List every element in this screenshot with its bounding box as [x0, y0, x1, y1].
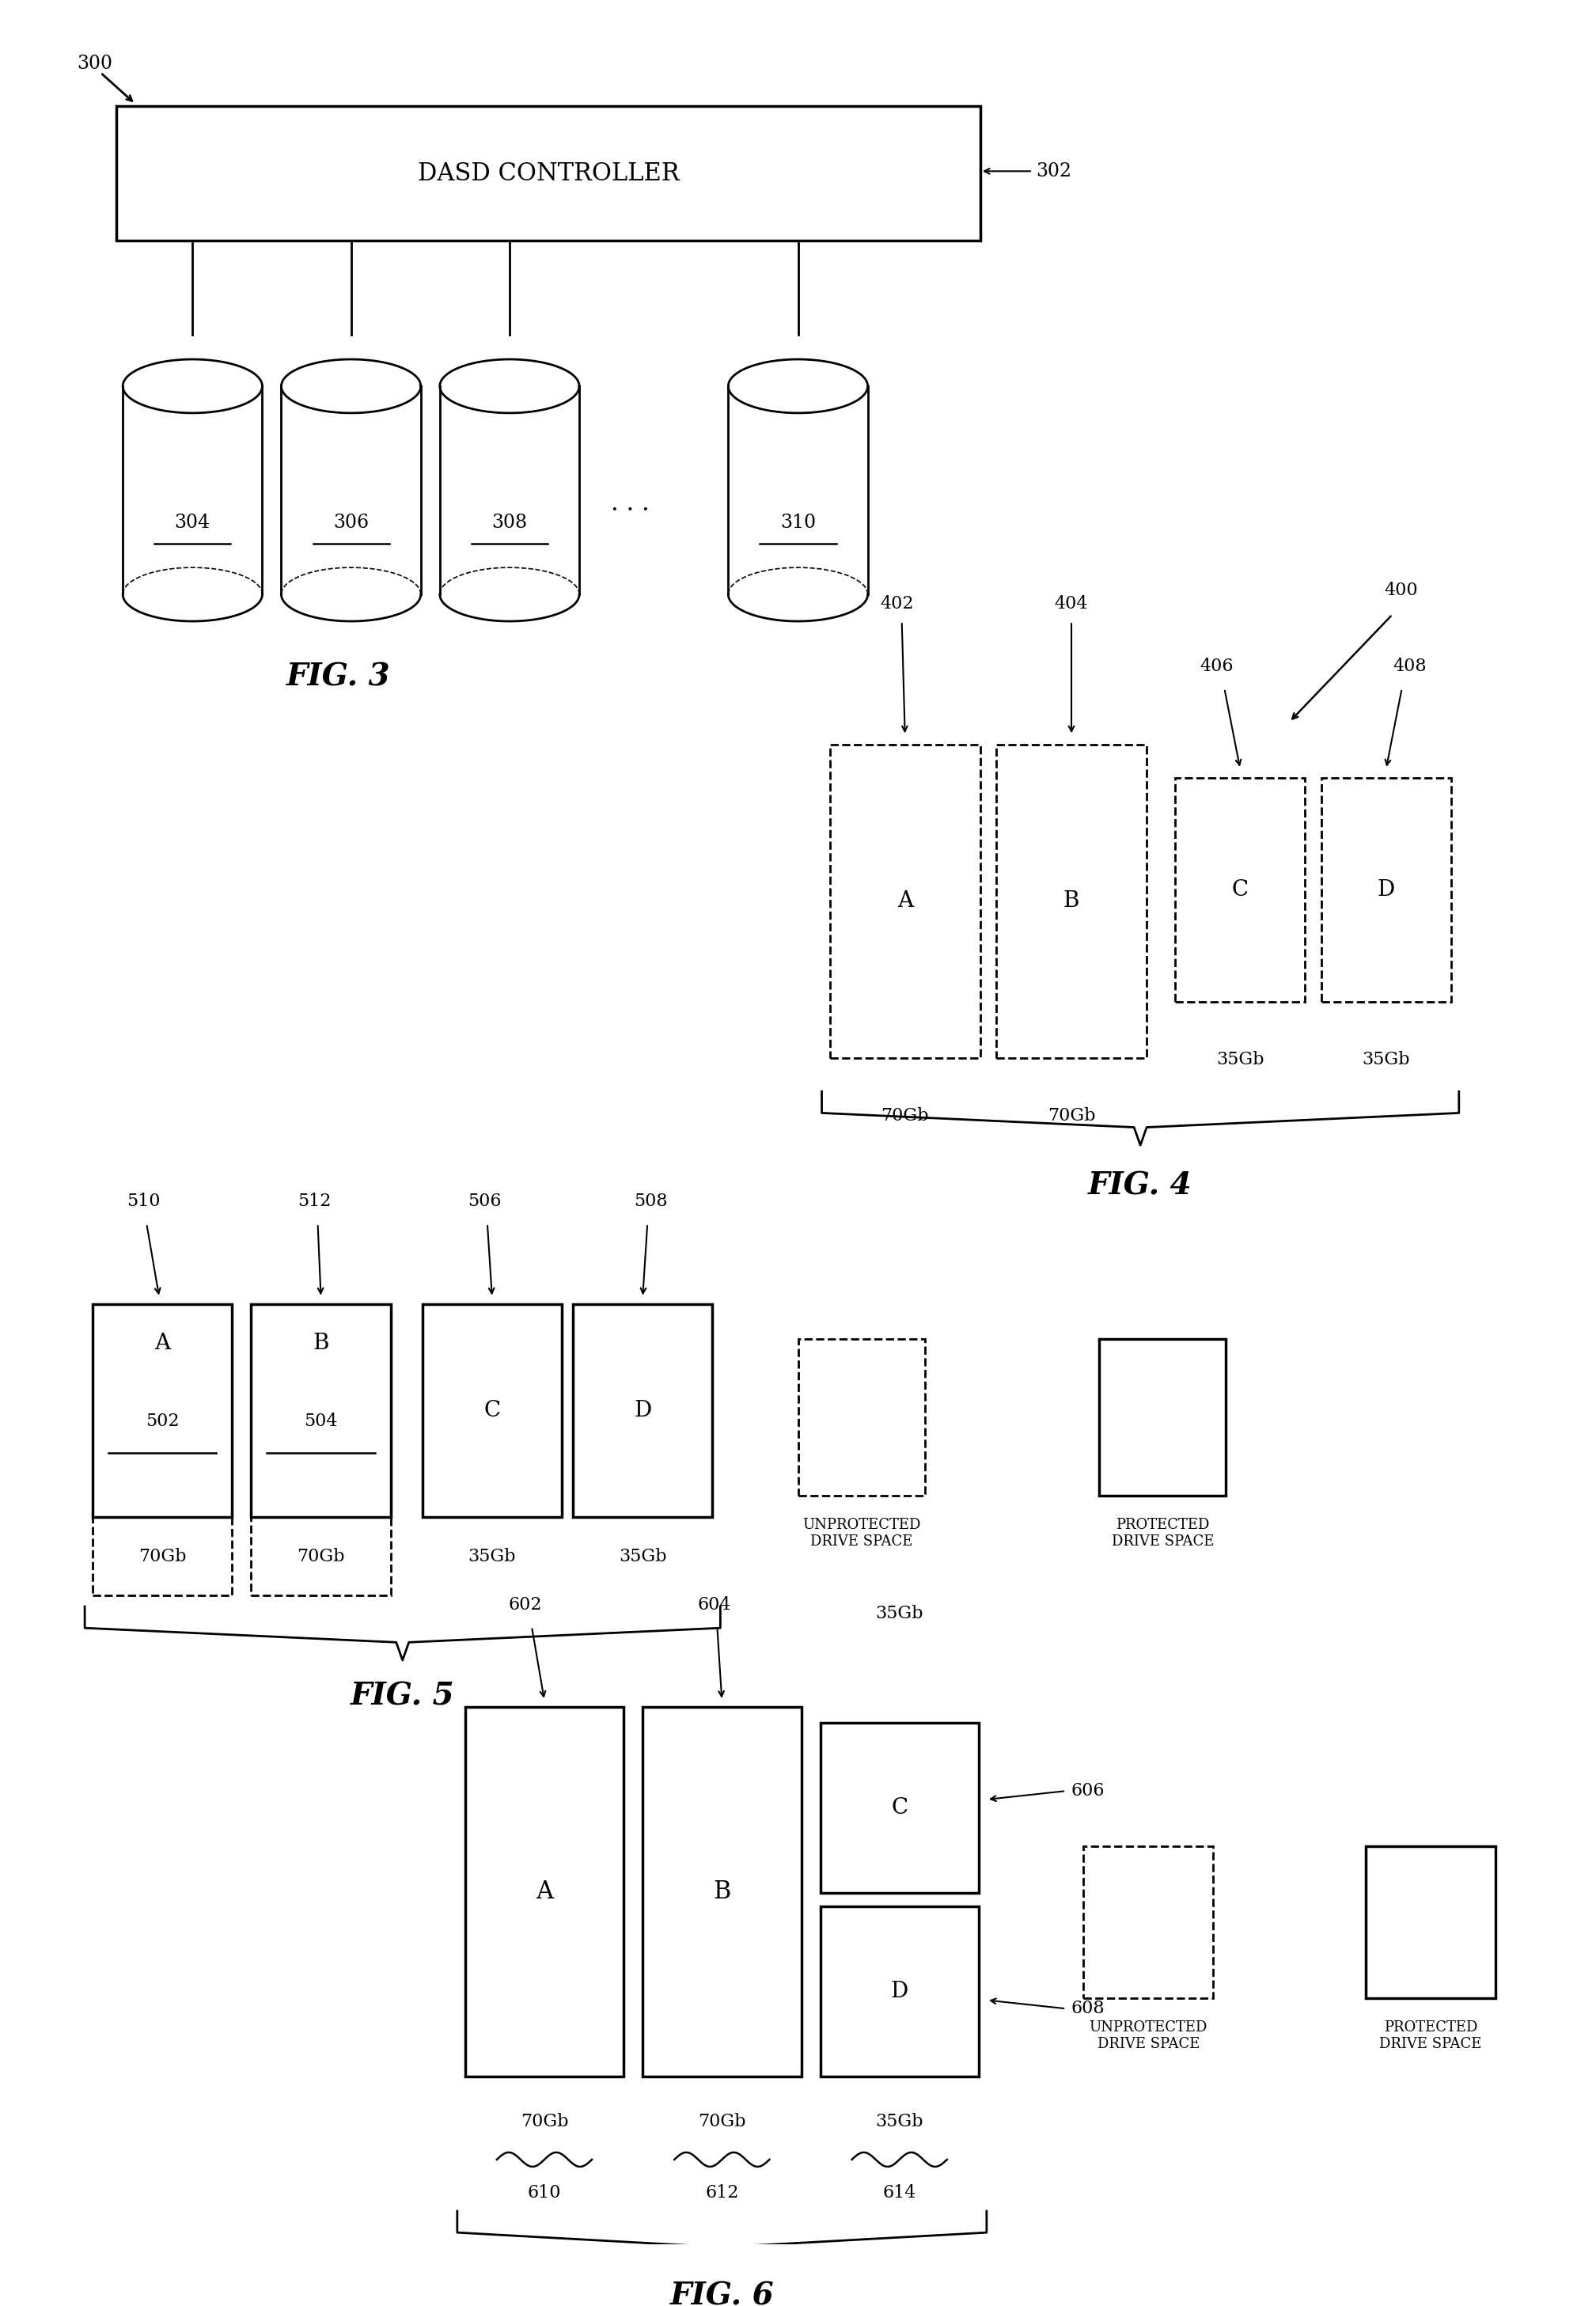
- Text: 35Gb: 35Gb: [619, 1547, 667, 1566]
- FancyBboxPatch shape: [643, 1706, 801, 2078]
- FancyBboxPatch shape: [1321, 777, 1451, 1001]
- Text: A: A: [897, 890, 913, 911]
- Text: UNPROTECTED
DRIVE SPACE: UNPROTECTED DRIVE SPACE: [1088, 2020, 1208, 2052]
- Text: 614: 614: [883, 2184, 916, 2202]
- Text: 70Gb: 70Gb: [139, 1547, 187, 1566]
- Text: 300: 300: [77, 55, 112, 74]
- Text: 604: 604: [697, 1596, 731, 1614]
- Text: 70Gb: 70Gb: [697, 2112, 745, 2131]
- Text: FIG. 5: FIG. 5: [351, 1681, 455, 1711]
- Text: D: D: [634, 1400, 651, 1420]
- Text: 70Gb: 70Gb: [297, 1547, 345, 1566]
- Text: C: C: [891, 1796, 908, 1819]
- Text: 404: 404: [1055, 595, 1088, 613]
- Text: B: B: [713, 1879, 731, 1905]
- Text: D: D: [891, 1981, 908, 2002]
- Text: FIG. 6: FIG. 6: [670, 2281, 774, 2306]
- Text: 506: 506: [468, 1192, 501, 1211]
- Text: 408: 408: [1393, 657, 1427, 676]
- FancyBboxPatch shape: [573, 1305, 712, 1517]
- Text: 510: 510: [126, 1192, 160, 1211]
- Text: 35Gb: 35Gb: [468, 1547, 516, 1566]
- FancyBboxPatch shape: [251, 1305, 391, 1596]
- Text: A: A: [536, 1879, 554, 1905]
- FancyBboxPatch shape: [251, 1305, 391, 1517]
- Text: 610: 610: [528, 2184, 562, 2202]
- Text: 504: 504: [305, 1414, 338, 1430]
- Text: PROTECTED
DRIVE SPACE: PROTECTED DRIVE SPACE: [1379, 2020, 1481, 2052]
- FancyBboxPatch shape: [93, 1305, 231, 1596]
- Text: 608: 608: [1071, 1999, 1104, 2018]
- Text: 612: 612: [705, 2184, 739, 2202]
- Text: 70Gb: 70Gb: [520, 2112, 568, 2131]
- Text: 602: 602: [509, 1596, 543, 1614]
- FancyBboxPatch shape: [830, 745, 980, 1058]
- FancyBboxPatch shape: [117, 106, 980, 240]
- Text: DASD CONTROLLER: DASD CONTROLLER: [418, 161, 680, 187]
- Text: 402: 402: [881, 595, 915, 613]
- Text: FIG. 4: FIG. 4: [1088, 1171, 1192, 1201]
- FancyBboxPatch shape: [820, 1723, 978, 1893]
- Text: 512: 512: [298, 1192, 332, 1211]
- Text: B: B: [1063, 890, 1079, 911]
- FancyBboxPatch shape: [798, 1340, 924, 1497]
- Text: 310: 310: [780, 514, 816, 533]
- Text: PROTECTED
DRIVE SPACE: PROTECTED DRIVE SPACE: [1111, 1517, 1213, 1550]
- Text: 35Gb: 35Gb: [876, 1605, 924, 1621]
- Text: 400: 400: [1384, 581, 1419, 600]
- Text: D: D: [1377, 879, 1395, 902]
- FancyBboxPatch shape: [93, 1305, 231, 1517]
- Text: 406: 406: [1200, 657, 1234, 676]
- Text: 304: 304: [174, 514, 211, 533]
- Text: 35Gb: 35Gb: [876, 2112, 924, 2131]
- Text: 508: 508: [634, 1192, 667, 1211]
- FancyBboxPatch shape: [1100, 1340, 1226, 1497]
- Text: 308: 308: [492, 514, 527, 533]
- Text: 502: 502: [145, 1414, 179, 1430]
- FancyBboxPatch shape: [423, 1305, 562, 1517]
- FancyBboxPatch shape: [1084, 1847, 1213, 1999]
- Text: 302: 302: [1036, 161, 1071, 180]
- Text: A: A: [155, 1333, 171, 1354]
- FancyBboxPatch shape: [996, 745, 1146, 1058]
- FancyBboxPatch shape: [1175, 777, 1306, 1001]
- Text: 70Gb: 70Gb: [881, 1107, 929, 1125]
- Text: C: C: [1232, 879, 1248, 902]
- Text: 306: 306: [334, 514, 369, 533]
- Text: 35Gb: 35Gb: [1361, 1052, 1409, 1068]
- FancyBboxPatch shape: [820, 1907, 978, 2078]
- Text: 70Gb: 70Gb: [1047, 1107, 1095, 1125]
- Text: FIG. 3: FIG. 3: [286, 662, 391, 692]
- FancyBboxPatch shape: [464, 1706, 624, 2078]
- Text: UNPROTECTED
DRIVE SPACE: UNPROTECTED DRIVE SPACE: [803, 1517, 921, 1550]
- Text: . . .: . . .: [611, 491, 650, 517]
- Text: B: B: [313, 1333, 329, 1354]
- Text: 35Gb: 35Gb: [1216, 1052, 1264, 1068]
- Text: 606: 606: [1071, 1783, 1104, 1799]
- Text: C: C: [484, 1400, 501, 1420]
- FancyBboxPatch shape: [1366, 1847, 1495, 1999]
